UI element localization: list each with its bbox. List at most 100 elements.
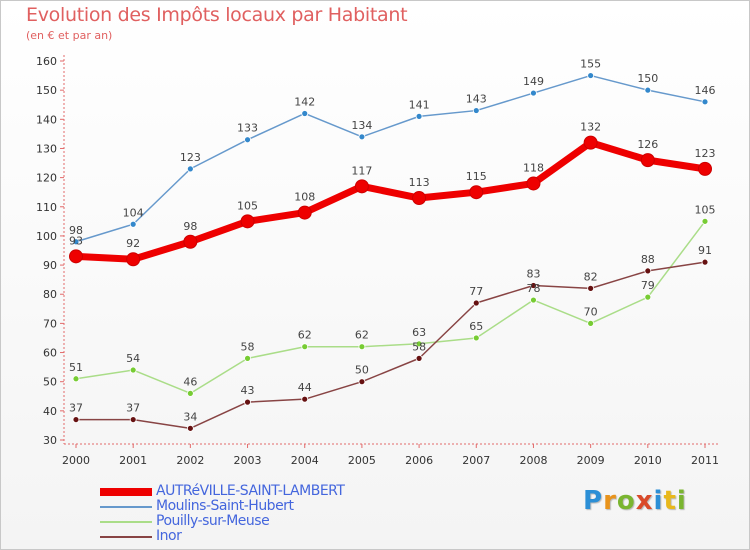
y-tick-label: 120 (36, 172, 57, 185)
x-tick-label: 2002 (176, 454, 204, 467)
y-tick-label: 160 (36, 55, 57, 68)
data-point (358, 343, 366, 351)
data-point (301, 110, 309, 117)
y-tick-label: 90 (43, 259, 57, 272)
data-label: 118 (523, 161, 544, 174)
y-tick-label: 150 (36, 84, 57, 97)
data-point (183, 234, 198, 249)
data-point (644, 86, 652, 94)
series-line (76, 261, 706, 430)
data-label: 98 (69, 224, 83, 237)
data-label: 108 (294, 191, 315, 204)
legend-swatch (100, 488, 152, 496)
data-point (72, 375, 80, 383)
series-inor (72, 258, 709, 432)
data-point (297, 205, 312, 220)
data-label: 113 (409, 176, 430, 189)
data-label: 91 (698, 244, 712, 257)
data-label: 132 (580, 121, 601, 134)
data-label: 146 (695, 84, 716, 97)
data-point (240, 214, 255, 229)
data-point (186, 424, 194, 432)
series-moulins-saint-hubert (72, 72, 709, 246)
x-tick-label: 2007 (462, 454, 490, 467)
x-tick-label: 2005 (348, 454, 376, 467)
legend-label: Pouilly-sur-Meuse (156, 513, 270, 529)
data-point (69, 249, 83, 264)
data-label: 46 (183, 375, 197, 388)
y-tick-label: 40 (43, 405, 57, 418)
series-layer (69, 72, 712, 432)
data-label: 44 (298, 381, 312, 394)
data-point (129, 416, 137, 423)
data-label: 58 (412, 340, 426, 353)
data-point (244, 136, 251, 144)
chart-subtitle: (en € et par an) (26, 29, 113, 42)
legend-swatch (100, 506, 152, 508)
y-tick-label: 140 (36, 113, 57, 126)
data-label: 105 (237, 199, 258, 212)
data-point (530, 296, 537, 304)
data-label: 105 (695, 203, 716, 216)
data-label: 79 (641, 279, 655, 292)
data-label: 126 (637, 138, 658, 151)
data-label: 143 (466, 93, 487, 106)
data-label: 83 (526, 267, 540, 280)
data-label: 62 (298, 329, 312, 342)
x-tick-label: 2008 (519, 454, 547, 467)
data-point (587, 284, 595, 292)
data-point (72, 238, 80, 246)
data-labels-layer: 98 104 123 133 142 134 141 143 149 155 150 146 51 54 4… (69, 58, 716, 424)
data-label: 77 (469, 285, 483, 298)
legend-label: Moulins-Saint-Hubert (156, 498, 294, 514)
data-point (587, 72, 595, 79)
data-point (587, 319, 595, 327)
data-label: 37 (126, 402, 140, 415)
data-label: 62 (355, 329, 369, 342)
data-point (354, 179, 369, 194)
data-point (244, 398, 251, 406)
data-label: 133 (237, 122, 258, 135)
series-line (75, 74, 706, 243)
legend-label: AUTRéVILLE-SAINT-LAMBERT (156, 483, 345, 499)
data-label: 82 (584, 270, 598, 283)
data-point (530, 282, 537, 289)
x-tick-label: 2011 (691, 454, 719, 467)
data-point (72, 416, 80, 423)
data-point (698, 161, 712, 176)
data-point (526, 176, 541, 191)
data-point (530, 89, 537, 97)
data-label: 104 (123, 206, 144, 219)
data-point (640, 153, 655, 168)
data-point (244, 354, 251, 362)
series-autr-ville-saint-lambert (69, 135, 712, 267)
data-point (186, 389, 194, 397)
data-label: 149 (523, 75, 544, 88)
data-point (301, 343, 309, 351)
data-label: 54 (126, 352, 140, 365)
y-tick-label: 70 (43, 317, 57, 330)
chart-title: Evolution des Impôts locaux par Habitant (26, 4, 408, 26)
data-label: 141 (409, 98, 430, 111)
data-label: 115 (466, 170, 487, 183)
data-point (129, 366, 137, 374)
data-label: 78 (526, 282, 540, 295)
data-label: 63 (412, 326, 426, 339)
data-label: 134 (351, 119, 372, 132)
data-point (701, 258, 709, 266)
data-label: 51 (69, 361, 83, 374)
data-label: 98 (183, 220, 197, 233)
data-label: 43 (241, 384, 255, 397)
data-point (644, 293, 652, 301)
x-tick-label: 2000 (62, 454, 90, 467)
y-tick-label: 80 (43, 288, 57, 301)
series-line (75, 139, 706, 263)
y-tick-label: 110 (36, 201, 57, 214)
series-pouilly-sur-meuse (72, 217, 709, 397)
proxiti-logo: Proxiti (583, 486, 687, 516)
x-tick-label: 2003 (234, 454, 262, 467)
data-point (358, 133, 366, 141)
data-point (186, 165, 194, 173)
